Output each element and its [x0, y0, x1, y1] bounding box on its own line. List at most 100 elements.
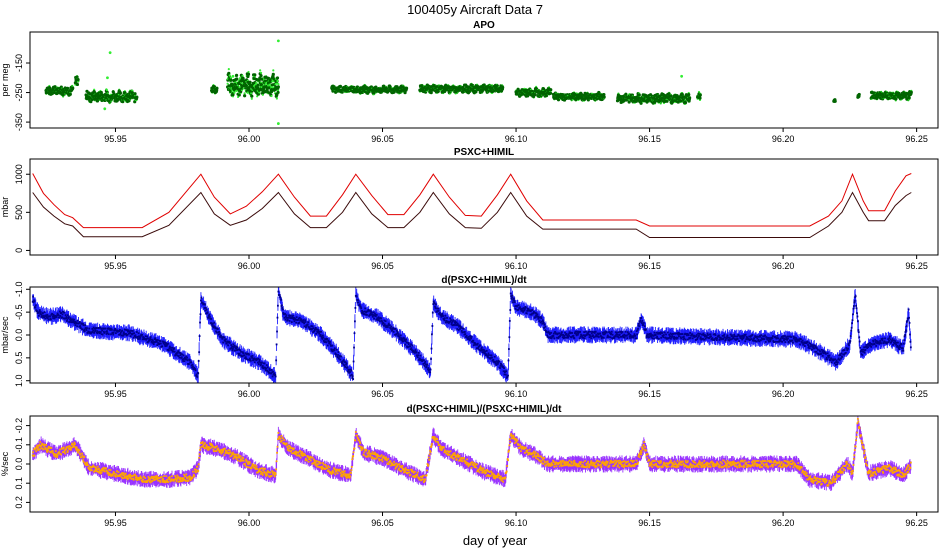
apo-point [533, 92, 537, 97]
apo-point-light [276, 79, 279, 83]
apo-point [258, 76, 262, 80]
apo-point-light [259, 69, 262, 72]
y-tick-label: -350 [14, 113, 24, 131]
apo-point [212, 85, 217, 89]
apo-point [243, 94, 247, 98]
x-tick-label: 96.25 [905, 261, 928, 271]
apo-point [248, 80, 252, 84]
x-tick-label: 96.15 [638, 261, 661, 271]
apo-point [76, 78, 80, 82]
panel-title: APO [473, 20, 495, 31]
y-axis-label: mbar [0, 197, 10, 218]
apo-point [237, 93, 241, 97]
apo-point-light [243, 92, 246, 95]
apo-segment [210, 83, 219, 95]
apo-point [68, 92, 72, 96]
apo-point [687, 93, 691, 97]
apo-outlier [231, 74, 235, 78]
x-tick-label: 96.10 [505, 134, 528, 144]
apo-point [71, 86, 75, 90]
x-tick-label: 96.10 [505, 261, 528, 271]
x-tick-label: 96.00 [238, 134, 261, 144]
apo-point [683, 101, 688, 105]
apo-point-light [277, 83, 280, 86]
apo-point [833, 99, 837, 103]
apo-point [688, 96, 692, 100]
apo-segment [869, 89, 913, 102]
apo-point [679, 99, 683, 103]
panel-frame [29, 31, 939, 129]
apo-point [244, 83, 249, 88]
apo-point-light [258, 91, 261, 94]
apo-point [857, 92, 861, 97]
apo-segment [73, 74, 80, 87]
apo-point [665, 99, 669, 103]
apo-point [429, 91, 433, 95]
apo-point-light [229, 76, 233, 79]
apo-point-light [250, 97, 253, 100]
panel-1: APO per meg 95.95 96.00 96.05 96.10 96.15 96.20… [0, 20, 939, 144]
apo-point [259, 74, 263, 78]
x-tick-label: 96.15 [638, 134, 661, 144]
apo-point [133, 92, 137, 96]
apo-point [66, 86, 70, 91]
apo-point [269, 79, 273, 84]
apo-point [135, 95, 139, 99]
apo-outlier [276, 39, 280, 43]
apo-point-light [227, 68, 230, 71]
apo-point-light [272, 69, 275, 72]
apo-segment [856, 92, 861, 99]
figure-title: 100405y Aircraft Data 7 [407, 2, 543, 17]
apo-segment [551, 90, 606, 102]
apo-outlier [108, 51, 112, 55]
apo-segment [615, 74, 692, 105]
apo-point [215, 86, 219, 90]
apo-point-light [241, 74, 244, 78]
y-tick-label: -150 [14, 54, 24, 72]
apo-point [627, 100, 631, 104]
apo-point [235, 77, 239, 81]
apo-point [602, 95, 606, 99]
apo-point [133, 100, 137, 104]
x-tick-label: 96.20 [772, 134, 795, 144]
plot-area [32, 172, 912, 238]
x-tick-label: 96.25 [905, 134, 928, 144]
apo-point-light [226, 82, 229, 85]
apo-point [267, 86, 272, 90]
apo-point [276, 90, 280, 95]
apo-point-light [275, 97, 278, 100]
y-axis-label: per meg [0, 63, 10, 96]
apo-segment [44, 84, 75, 98]
apo-outlier [680, 74, 684, 78]
apo-segment [84, 51, 139, 111]
apo-point-light [233, 91, 236, 94]
apo-point [118, 91, 123, 95]
panel-title: PSXC+HIMIL [454, 147, 514, 158]
apo-point [382, 84, 386, 88]
apo-point [276, 85, 280, 89]
apo-point-light [270, 94, 273, 98]
apo-point-light [259, 71, 263, 74]
plot-area [44, 39, 913, 125]
y-tick-label: -250 [14, 84, 24, 102]
apo-outlier [103, 107, 107, 111]
apo-point-light [270, 86, 273, 89]
apo-point [548, 91, 553, 95]
apo-point-light [239, 77, 242, 80]
apo-point [229, 78, 233, 82]
apo-point [99, 90, 103, 95]
apo-segment [832, 98, 837, 103]
panel-2: PSXC+HIMIL mbar 95.95 96.00 96.05 96.10 96.15 9… [0, 147, 939, 271]
apo-point [676, 100, 680, 104]
x-tick-label: 96.00 [238, 261, 261, 271]
apo-point [602, 92, 606, 97]
apo-point [273, 87, 277, 91]
pressure-series-1 [32, 172, 912, 229]
x-tick-label: 96.05 [371, 261, 394, 271]
apo-outlier [276, 122, 280, 125]
apo-point [234, 73, 239, 77]
apo-point [256, 83, 260, 87]
apo-point [907, 96, 911, 100]
